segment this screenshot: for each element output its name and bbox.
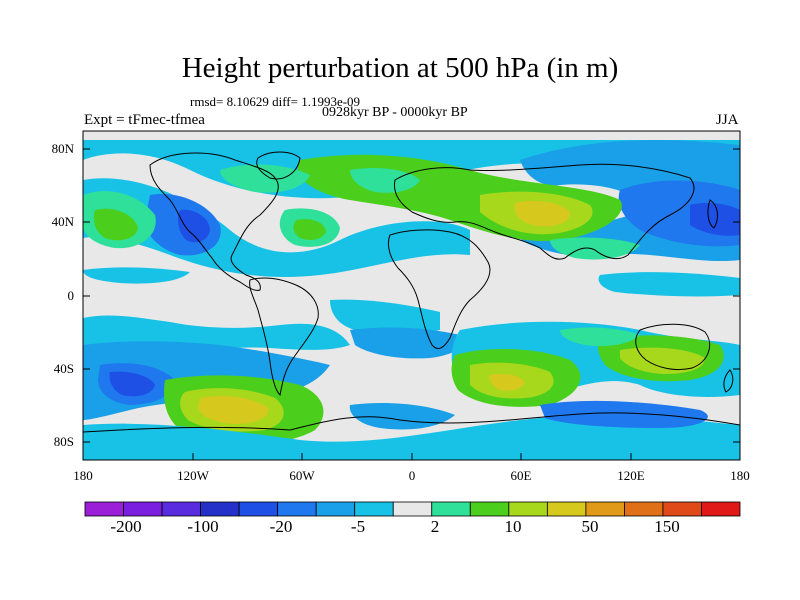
coast-japan (707, 199, 718, 229)
axis-ticks (82, 148, 741, 460)
field-cyan-tropical-pacific (83, 267, 190, 284)
coast-antarctica (83, 412, 740, 433)
colorbar-label: -20 (269, 517, 293, 536)
field-gold-indian (489, 373, 525, 391)
field-gold-central-asia (514, 200, 571, 227)
lon-label-60e: 60E (510, 468, 532, 483)
coast-australia (635, 323, 710, 371)
field-teal-greenland (220, 164, 310, 193)
field-yellow-australia (620, 347, 705, 374)
colorbar-swatch (277, 501, 317, 517)
colorbar-label: -100 (187, 517, 219, 536)
coast-south-america (249, 277, 319, 397)
colorbar (84, 501, 741, 517)
field-cyan-tropical-west-pacific (598, 272, 740, 297)
colorbar-swatch (546, 501, 587, 517)
lon-label-60w: 60W (289, 468, 315, 483)
field-blue-east-antarctic (540, 400, 708, 428)
colorbar-label: 50 (581, 517, 599, 536)
colorbar-swatch (200, 501, 240, 517)
coast-africa (387, 229, 491, 349)
field-green-npac-west (93, 208, 138, 241)
colorbar-label: 10 (504, 517, 522, 536)
colorbar-swatch (84, 501, 124, 517)
colorbar-swatch (469, 501, 510, 517)
lat-label-80n: 80N (51, 141, 74, 156)
field-blue-satlantic (350, 327, 464, 359)
lat-label-80s: 80S (53, 434, 74, 449)
colorbar-swatch (662, 501, 702, 517)
lat-label-40n: 40N (51, 214, 74, 229)
field-teal-australia-north (560, 327, 640, 347)
season-label: JJA (716, 112, 739, 128)
colorbar-swatch (701, 501, 741, 517)
coast-new-zealand (723, 369, 734, 393)
colorbar-swatch (123, 501, 163, 517)
map-title: Height perturbation at 500 hPa (in m) (181, 52, 619, 84)
field-deep-blue-npacific (178, 209, 210, 243)
colorbar-label: 2 (430, 517, 440, 536)
colorbar-label: 150 (654, 517, 680, 536)
lon-label-180e: 180 (730, 468, 750, 483)
coastlines (83, 151, 740, 433)
lon-label-0: 0 (408, 468, 416, 483)
colorbar-label: -200 (110, 517, 142, 536)
period-label: 0928kyr BP - 0000kyr BP (322, 105, 468, 120)
field-deep-blue-spacific (109, 371, 155, 397)
field-teal-india (550, 237, 640, 260)
lon-label-120w: 120W (177, 468, 209, 483)
field-teal-europe (350, 168, 420, 193)
colorbar-swatch (315, 501, 356, 517)
colorbar-swatch (354, 501, 394, 517)
lon-label-180w: 180 (73, 468, 93, 483)
field-layer (83, 131, 740, 460)
lat-label-0: 0 (67, 288, 75, 303)
colorbar-swatch (392, 501, 433, 517)
field-cyan-antarctic (83, 415, 740, 460)
colorbar-swatch (508, 501, 548, 517)
field-deep-blue-pacific (690, 202, 740, 236)
colorbar-swatch (431, 501, 471, 517)
colorbar-swatch (624, 501, 664, 517)
colorbar-swatch (161, 501, 201, 517)
colorbar-swatch (585, 501, 625, 517)
field-cyan-satlantic (330, 299, 440, 334)
colorbar-label: -5 (350, 517, 366, 536)
field-green-atlantic (293, 219, 326, 240)
field-gold-amundsen (198, 396, 269, 424)
rmsd-stats: rmsd= 8.10629 diff= 1.1993e-09 (190, 94, 361, 109)
experiment-label: Expt = tFmec-tfmea (84, 112, 205, 128)
lon-label-120e: 120E (617, 468, 645, 483)
colorbar-swatch (238, 501, 279, 517)
coast-greenland (256, 151, 301, 180)
coast-eurasia (393, 163, 695, 260)
lat-label-40s: 40S (53, 361, 74, 376)
